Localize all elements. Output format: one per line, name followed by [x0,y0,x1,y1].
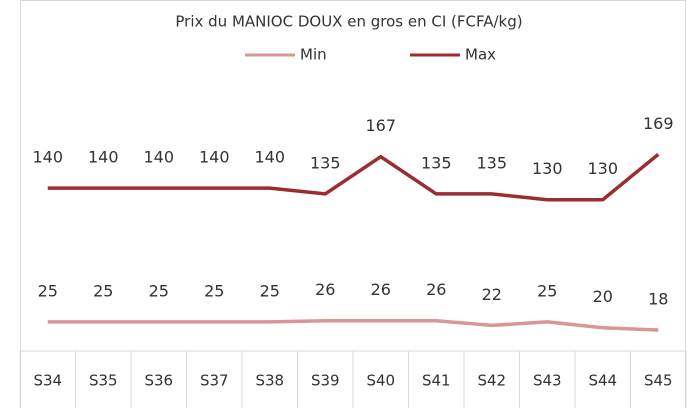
x-tick-label: S41 [422,372,451,390]
data-label: 18 [648,290,668,309]
data-label: 167 [365,116,396,135]
data-label: 20 [593,287,613,306]
data-label: 140 [199,148,230,167]
series-line [47,318,659,332]
data-label: 135 [310,153,341,172]
series-line [47,152,660,202]
data-label: 25 [149,281,169,300]
data-label: 26 [315,280,335,299]
data-label: 140 [143,148,174,167]
x-tick-label: S42 [477,372,506,390]
x-tick-label: S40 [366,372,395,390]
x-tick-label: S45 [644,372,673,390]
data-label: 135 [476,153,507,172]
data-label: 140 [254,148,285,167]
x-tick-label: S35 [89,372,118,390]
data-label: 25 [260,281,280,300]
data-label: 130 [587,159,618,178]
data-label: 130 [532,159,563,178]
chart-title: Prix du MANIOC DOUX en gros en CI (FCFA/… [175,13,522,31]
x-tick-label: S43 [533,372,562,390]
x-tick-label: S38 [255,372,284,390]
data-label: 25 [204,281,224,300]
data-label: 140 [88,148,119,167]
data-label: 25 [537,281,557,300]
data-label: 140 [32,148,63,167]
data-label: 22 [482,285,502,304]
data-label: 26 [426,280,446,299]
legend-label: Max [465,46,496,64]
data-label: 135 [421,153,452,172]
chart-border [20,0,686,408]
data-label: 25 [93,281,113,300]
data-label: 169 [643,114,674,133]
x-tick-label: S44 [588,372,617,390]
x-tick-label: S37 [200,372,229,390]
data-label: 26 [371,280,391,299]
data-label: 25 [38,281,58,300]
x-tick-label: S34 [33,372,62,390]
x-tick-label: S36 [144,372,173,390]
legend-label: Min [300,46,327,64]
x-tick-label: S39 [311,372,340,390]
